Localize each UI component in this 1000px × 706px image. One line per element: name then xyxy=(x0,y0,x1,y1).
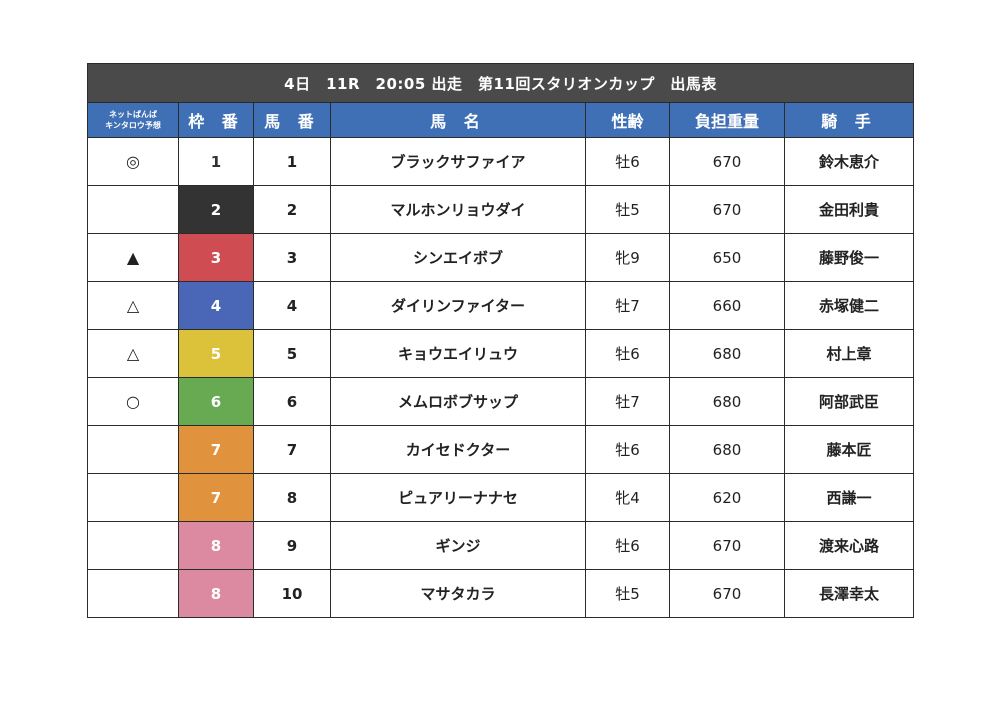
jockey-name: 金田利貴 xyxy=(783,185,915,234)
waku-number: 8 xyxy=(178,569,254,618)
horse-name: シンエイボブ xyxy=(330,233,586,282)
table-row: 8 9 ギンジ 牡6 670 渡来心路 xyxy=(87,521,915,570)
jockey-name: 藤野俊一 xyxy=(783,233,915,282)
table-row: ▲ 3 3 シンエイボブ 牝9 650 藤野俊一 xyxy=(87,233,915,282)
header-prediction: ネットばんば キンタロウ予想 xyxy=(87,102,179,138)
table-row: 8 10 マサタカラ 牡5 670 長澤幸太 xyxy=(87,569,915,618)
table-row: 2 2 マルホンリョウダイ 牡5 670 金田利貴 xyxy=(87,185,915,234)
burden-weight: 680 xyxy=(669,425,785,474)
table-row: △ 4 4 ダイリンファイター 牡7 660 赤塚健二 xyxy=(87,281,915,330)
prediction-mark: △ xyxy=(87,281,179,330)
prediction-mark: △ xyxy=(87,329,179,378)
header-row: ネットばんば キンタロウ予想 枠 番 馬 番 馬 名 性齢 負担重量 騎 手 xyxy=(87,102,915,138)
horse-name: ギンジ xyxy=(330,521,586,570)
horse-name: カイセドクター xyxy=(330,425,586,474)
header-weight: 負担重量 xyxy=(669,102,785,138)
umaban-number: 10 xyxy=(253,569,331,618)
horse-name: ブラックサファイア xyxy=(330,137,586,186)
jockey-name: 鈴木恵介 xyxy=(783,137,915,186)
umaban-number: 5 xyxy=(253,329,331,378)
prediction-mark: ◎ xyxy=(87,137,179,186)
jockey-name: 赤塚健二 xyxy=(783,281,915,330)
waku-number: 4 xyxy=(178,281,254,330)
header-jockey: 騎 手 xyxy=(783,102,915,138)
umaban-number: 2 xyxy=(253,185,331,234)
waku-number: 7 xyxy=(178,473,254,522)
umaban-number: 3 xyxy=(253,233,331,282)
umaban-number: 4 xyxy=(253,281,331,330)
table-row: △ 5 5 キョウエイリュウ 牡6 680 村上章 xyxy=(87,329,915,378)
header-horse-name: 馬 名 xyxy=(330,102,586,138)
race-title: 4日 11R 20:05 出走 第11回スタリオンカップ 出馬表 xyxy=(86,63,915,103)
table-row: 7 7 カイセドクター 牡6 680 藤本匠 xyxy=(87,425,915,474)
table-row: ○ 6 6 メムロボブサップ 牡7 680 阿部武臣 xyxy=(87,377,915,426)
horse-name: メムロボブサップ xyxy=(330,377,586,426)
waku-number: 5 xyxy=(178,329,254,378)
prediction-mark xyxy=(87,521,179,570)
horse-name: マルホンリョウダイ xyxy=(330,185,586,234)
waku-number: 2 xyxy=(178,185,254,234)
sex-age: 牝4 xyxy=(585,473,670,522)
waku-number: 7 xyxy=(178,425,254,474)
prediction-mark xyxy=(87,425,179,474)
jockey-name: 西謙一 xyxy=(783,473,915,522)
horse-name: キョウエイリュウ xyxy=(330,329,586,378)
umaban-number: 8 xyxy=(253,473,331,522)
waku-number: 3 xyxy=(178,233,254,282)
header-sex-age: 性齢 xyxy=(585,102,670,138)
prediction-mark xyxy=(87,473,179,522)
burden-weight: 650 xyxy=(669,233,785,282)
jockey-name: 阿部武臣 xyxy=(783,377,915,426)
prediction-mark: ○ xyxy=(87,377,179,426)
burden-weight: 680 xyxy=(669,329,785,378)
jockey-name: 村上章 xyxy=(783,329,915,378)
burden-weight: 660 xyxy=(669,281,785,330)
table-row: 7 8 ピュアリーナナセ 牝4 620 西謙一 xyxy=(87,473,915,522)
sex-age: 牡6 xyxy=(585,425,670,474)
sex-age: 牝9 xyxy=(585,233,670,282)
waku-number: 1 xyxy=(178,137,254,186)
prediction-mark xyxy=(87,569,179,618)
umaban-number: 7 xyxy=(253,425,331,474)
prediction-mark xyxy=(87,185,179,234)
header-waku: 枠 番 xyxy=(178,102,254,138)
table-row: ◎ 1 1 ブラックサファイア 牡6 670 鈴木恵介 xyxy=(87,137,915,186)
burden-weight: 670 xyxy=(669,569,785,618)
burden-weight: 620 xyxy=(669,473,785,522)
waku-number: 8 xyxy=(178,521,254,570)
sex-age: 牡7 xyxy=(585,377,670,426)
sex-age: 牡6 xyxy=(585,329,670,378)
umaban-number: 1 xyxy=(253,137,331,186)
umaban-number: 6 xyxy=(253,377,331,426)
horse-name: ダイリンファイター xyxy=(330,281,586,330)
waku-number: 6 xyxy=(178,377,254,426)
header-umaban: 馬 番 xyxy=(253,102,331,138)
burden-weight: 670 xyxy=(669,185,785,234)
burden-weight: 680 xyxy=(669,377,785,426)
jockey-name: 長澤幸太 xyxy=(783,569,915,618)
prediction-mark: ▲ xyxy=(87,233,179,282)
jockey-name: 藤本匠 xyxy=(783,425,915,474)
burden-weight: 670 xyxy=(669,137,785,186)
sex-age: 牡5 xyxy=(585,185,670,234)
sex-age: 牡6 xyxy=(585,521,670,570)
sex-age: 牡5 xyxy=(585,569,670,618)
horse-name: ピュアリーナナセ xyxy=(330,473,586,522)
jockey-name: 渡来心路 xyxy=(783,521,915,570)
umaban-number: 9 xyxy=(253,521,331,570)
horse-name: マサタカラ xyxy=(330,569,586,618)
race-card-table: 4日 11R 20:05 出走 第11回スタリオンカップ 出馬表 ネットばんばキ… xyxy=(86,63,915,618)
burden-weight: 670 xyxy=(669,521,785,570)
sex-age: 牡7 xyxy=(585,281,670,330)
sex-age: 牡6 xyxy=(585,137,670,186)
